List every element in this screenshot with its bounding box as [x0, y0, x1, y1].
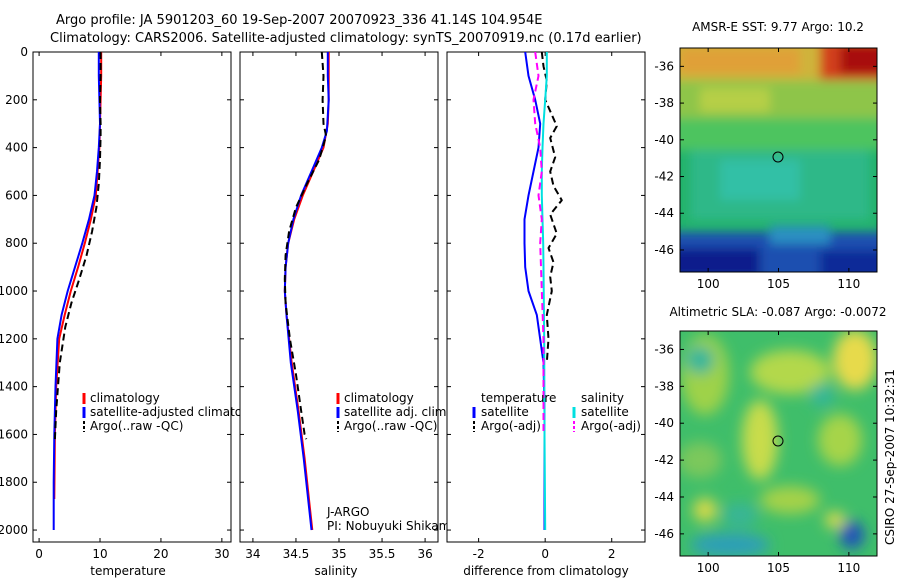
legend-label: Argo(..raw -QC) [90, 419, 183, 433]
credit-line-2: PI: Nobuyuki Shikama [327, 519, 458, 533]
x-tick-label: 36 [417, 547, 432, 561]
lat-tick-label: -36 [654, 342, 674, 356]
lat-tick-label: -46 [654, 243, 674, 257]
x-tick-label: 35.5 [369, 547, 396, 561]
legend-header-temperature: temperature [481, 391, 556, 405]
depth-tick-label: 1400 [0, 380, 28, 394]
salinity-axes-box [239, 51, 439, 543]
x-tick-label: 0 [541, 547, 549, 561]
sla-map-image [680, 331, 877, 556]
sst-lon-axis: 100 105 110 [697, 48, 860, 291]
temperature-legend: climatology satellite-adjusted climatolo… [82, 391, 268, 433]
lon-tick-label: 105 [767, 277, 790, 291]
lon-tick-label: 100 [697, 561, 720, 575]
legend-label: satellite-adjusted climatology [90, 405, 268, 419]
x-tick-label: 0 [35, 547, 43, 561]
lat-tick-label: -38 [654, 379, 674, 393]
lon-tick-label: 105 [767, 561, 790, 575]
legend-header-salinity: salinity [581, 391, 624, 405]
x-tick-label: 2 [608, 547, 616, 561]
lat-tick-label: -40 [654, 416, 674, 430]
sla-map-title: Altimetric SLA: -0.087 Argo: -0.0072 [669, 305, 886, 319]
salinity-x-axis: 34 34.5 35 35.5 36 [245, 52, 433, 561]
lat-tick-label: -42 [654, 170, 674, 184]
x-tick-label: -2 [473, 547, 485, 561]
salinity-panel: 34 34.5 35 35.5 36 salinity climatology sate… [239, 51, 458, 578]
sst-map: AMSR-E SST: 9.77 Argo: 10.2 -36-38-4 [654, 20, 878, 291]
difference-axes-box [446, 51, 646, 543]
series-line-salinity-argo-adj- [532, 52, 545, 435]
legend-label: Argo(-adj) [581, 419, 641, 433]
lat-tick-label: -44 [654, 206, 674, 220]
depth-tick-label: 600 [5, 188, 28, 202]
sla-lat-axis: -36 -38 -40 -42 -44 -46 [654, 342, 877, 541]
x-tick-label: 34 [245, 547, 260, 561]
legend-label: satellite adj. clim. [344, 405, 450, 419]
lat-tick-label: -46 [654, 527, 674, 541]
legend-label: climatology [344, 391, 414, 405]
legend-label: satellite [581, 405, 629, 419]
x-tick-label: 34.5 [283, 547, 310, 561]
depth-tick-label: 1600 [0, 427, 28, 441]
sst-lat-axis: -36 -38 -40 -42 -44 -46 [654, 59, 877, 257]
depth-tick-label: 1800 [0, 475, 28, 489]
depth-tick-label: 800 [5, 236, 28, 250]
difference-xlabel: difference from climatology [463, 564, 629, 578]
credit-line-1: J-ARGO [326, 505, 369, 519]
lat-tick-label: -44 [654, 490, 674, 504]
salinity-legend: climatology satellite adj. clim. Argo(..… [336, 391, 450, 433]
sla-lon-axis: 100 105 110 [697, 331, 860, 575]
legend-label: climatology [90, 391, 160, 405]
lat-tick-label: -36 [654, 59, 674, 73]
legend-label: Argo(-adj) [481, 419, 541, 433]
legend-label: Argo(..raw -QC) [344, 419, 437, 433]
depth-tick-label: 400 [5, 141, 28, 155]
lat-tick-label: -38 [654, 96, 674, 110]
temperature-panel: 0 200 400 600 800 1000 1200 1400 1600 1800 2000 0 1… [0, 45, 268, 578]
depth-tick-label: 1200 [0, 332, 28, 346]
legend-label: satellite [481, 405, 529, 419]
series-line-argo-raw-qc- [283, 52, 328, 440]
difference-panel: -2 0 2 difference from climatology tempera… [446, 51, 646, 578]
lat-tick-label: -42 [654, 453, 674, 467]
difference-x-axis: -2 0 2 [473, 52, 616, 561]
x-tick-label: 35 [331, 547, 346, 561]
depth-tick-label: 200 [5, 93, 28, 107]
depth-tick-label: 1000 [0, 284, 28, 298]
lon-tick-label: 100 [697, 277, 720, 291]
lat-tick-label: -40 [654, 133, 674, 147]
sst-map-image [680, 48, 877, 272]
sla-map: Altimetric SLA: -0.087 Argo: -0.0072 [654, 305, 886, 575]
x-tick-label: 10 [92, 547, 107, 561]
x-tick-label: 20 [153, 547, 168, 561]
temperature-xlabel: temperature [90, 564, 165, 578]
temperature-x-axis: 0 10 20 30 [35, 52, 230, 561]
depth-axis: 0 200 400 600 800 1000 1200 1400 1600 1800 2000 [0, 45, 28, 537]
series-line-argo-raw-qc- [53, 52, 102, 440]
series-line-satellite-adjusted-climatology [52, 52, 101, 530]
header-line-1: Argo profile: JA 5901203_60 19-Sep-2007 … [56, 13, 542, 28]
salinity-xlabel: salinity [314, 564, 357, 578]
depth-tick-label: 2000 [0, 523, 28, 537]
temperature-axes-box [32, 51, 232, 543]
side-stamp: CSIRO 27-Sep-2007 10:32:31 [883, 369, 897, 545]
depth-tick-label: 0 [20, 45, 28, 59]
lon-tick-label: 110 [837, 561, 860, 575]
difference-legend: temperature salinity satellite Argo(-adj… [472, 391, 641, 433]
header-line-2: Climatology: CARS2006. Satellite-adjuste… [50, 31, 642, 46]
lon-tick-label: 110 [837, 277, 860, 291]
x-tick-label: 30 [214, 547, 229, 561]
sst-map-title: AMSR-E SST: 9.77 Argo: 10.2 [692, 20, 864, 34]
